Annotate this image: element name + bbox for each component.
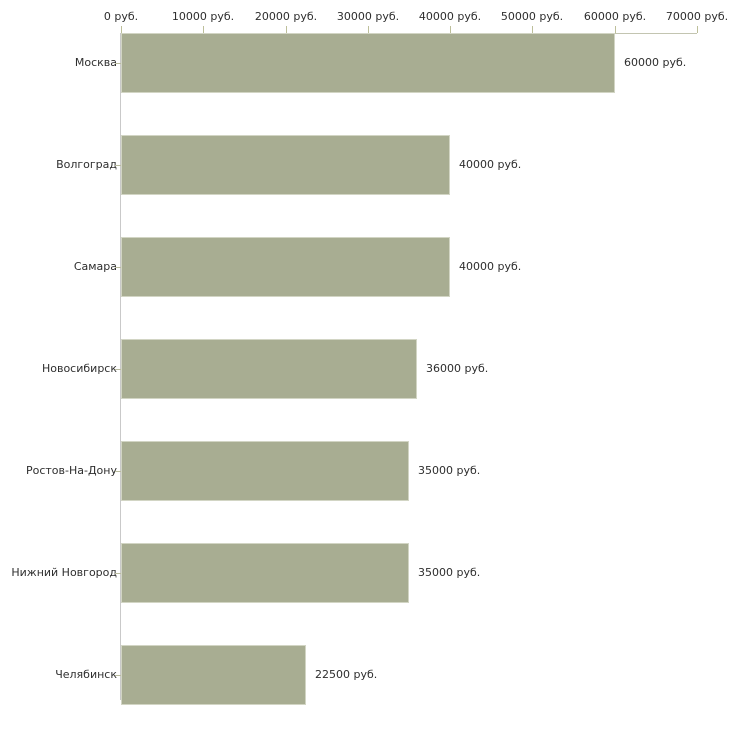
bar[interactable]: [121, 237, 450, 297]
y-axis-tick-mark: [115, 369, 121, 370]
bar[interactable]: [121, 135, 450, 195]
y-axis-tick-mark: [115, 63, 121, 64]
category-label: Ростов-На-Дону: [25, 464, 117, 477]
x-axis-tick-label: 40000 руб.: [418, 10, 482, 23]
x-axis-tick-mark: [203, 26, 204, 33]
y-axis-tick-mark: [115, 267, 121, 268]
x-axis-tick-label: 10000 руб.: [171, 10, 235, 23]
x-axis-tick-label: 0 руб.: [103, 10, 139, 23]
x-axis-tick-mark: [368, 26, 369, 33]
value-label: 36000 руб.: [426, 362, 489, 375]
x-axis-tick-mark: [615, 26, 616, 33]
value-label: 40000 руб.: [459, 158, 522, 171]
category-label: Волгоград: [56, 158, 117, 171]
x-axis-tick-mark: [450, 26, 451, 33]
x-axis-tick-label: 50000 руб.: [500, 10, 564, 23]
category-label: Самара: [73, 260, 117, 273]
x-axis-tick-label: 60000 руб.: [583, 10, 647, 23]
bar[interactable]: [121, 543, 409, 603]
x-axis-tick-mark: [532, 26, 533, 33]
bar[interactable]: [121, 645, 306, 705]
x-axis-tick-mark: [286, 26, 287, 33]
value-label: 40000 руб.: [459, 260, 522, 273]
y-axis-tick-mark: [115, 573, 121, 574]
x-axis-tick-label: 30000 руб.: [336, 10, 400, 23]
x-axis-tick-label: 70000 руб.: [665, 10, 729, 23]
value-label: 60000 руб.: [624, 56, 687, 69]
bar[interactable]: [121, 339, 417, 399]
x-axis-tick-mark: [121, 26, 122, 33]
x-axis-tick-mark: [697, 26, 698, 33]
category-label: Москва: [74, 56, 117, 69]
bar[interactable]: [121, 33, 615, 93]
bar[interactable]: [121, 441, 409, 501]
category-label: Новосибирск: [41, 362, 117, 375]
category-label: Челябинск: [55, 668, 117, 681]
y-axis-line: [120, 33, 121, 700]
value-label: 35000 руб.: [418, 566, 481, 579]
y-axis-tick-mark: [115, 675, 121, 676]
value-label: 35000 руб.: [418, 464, 481, 477]
y-axis-tick-mark: [115, 165, 121, 166]
value-label: 22500 руб.: [315, 668, 378, 681]
y-axis-tick-mark: [115, 471, 121, 472]
x-axis-tick-label: 20000 руб.: [254, 10, 318, 23]
category-label: Нижний Новгород: [11, 566, 117, 579]
